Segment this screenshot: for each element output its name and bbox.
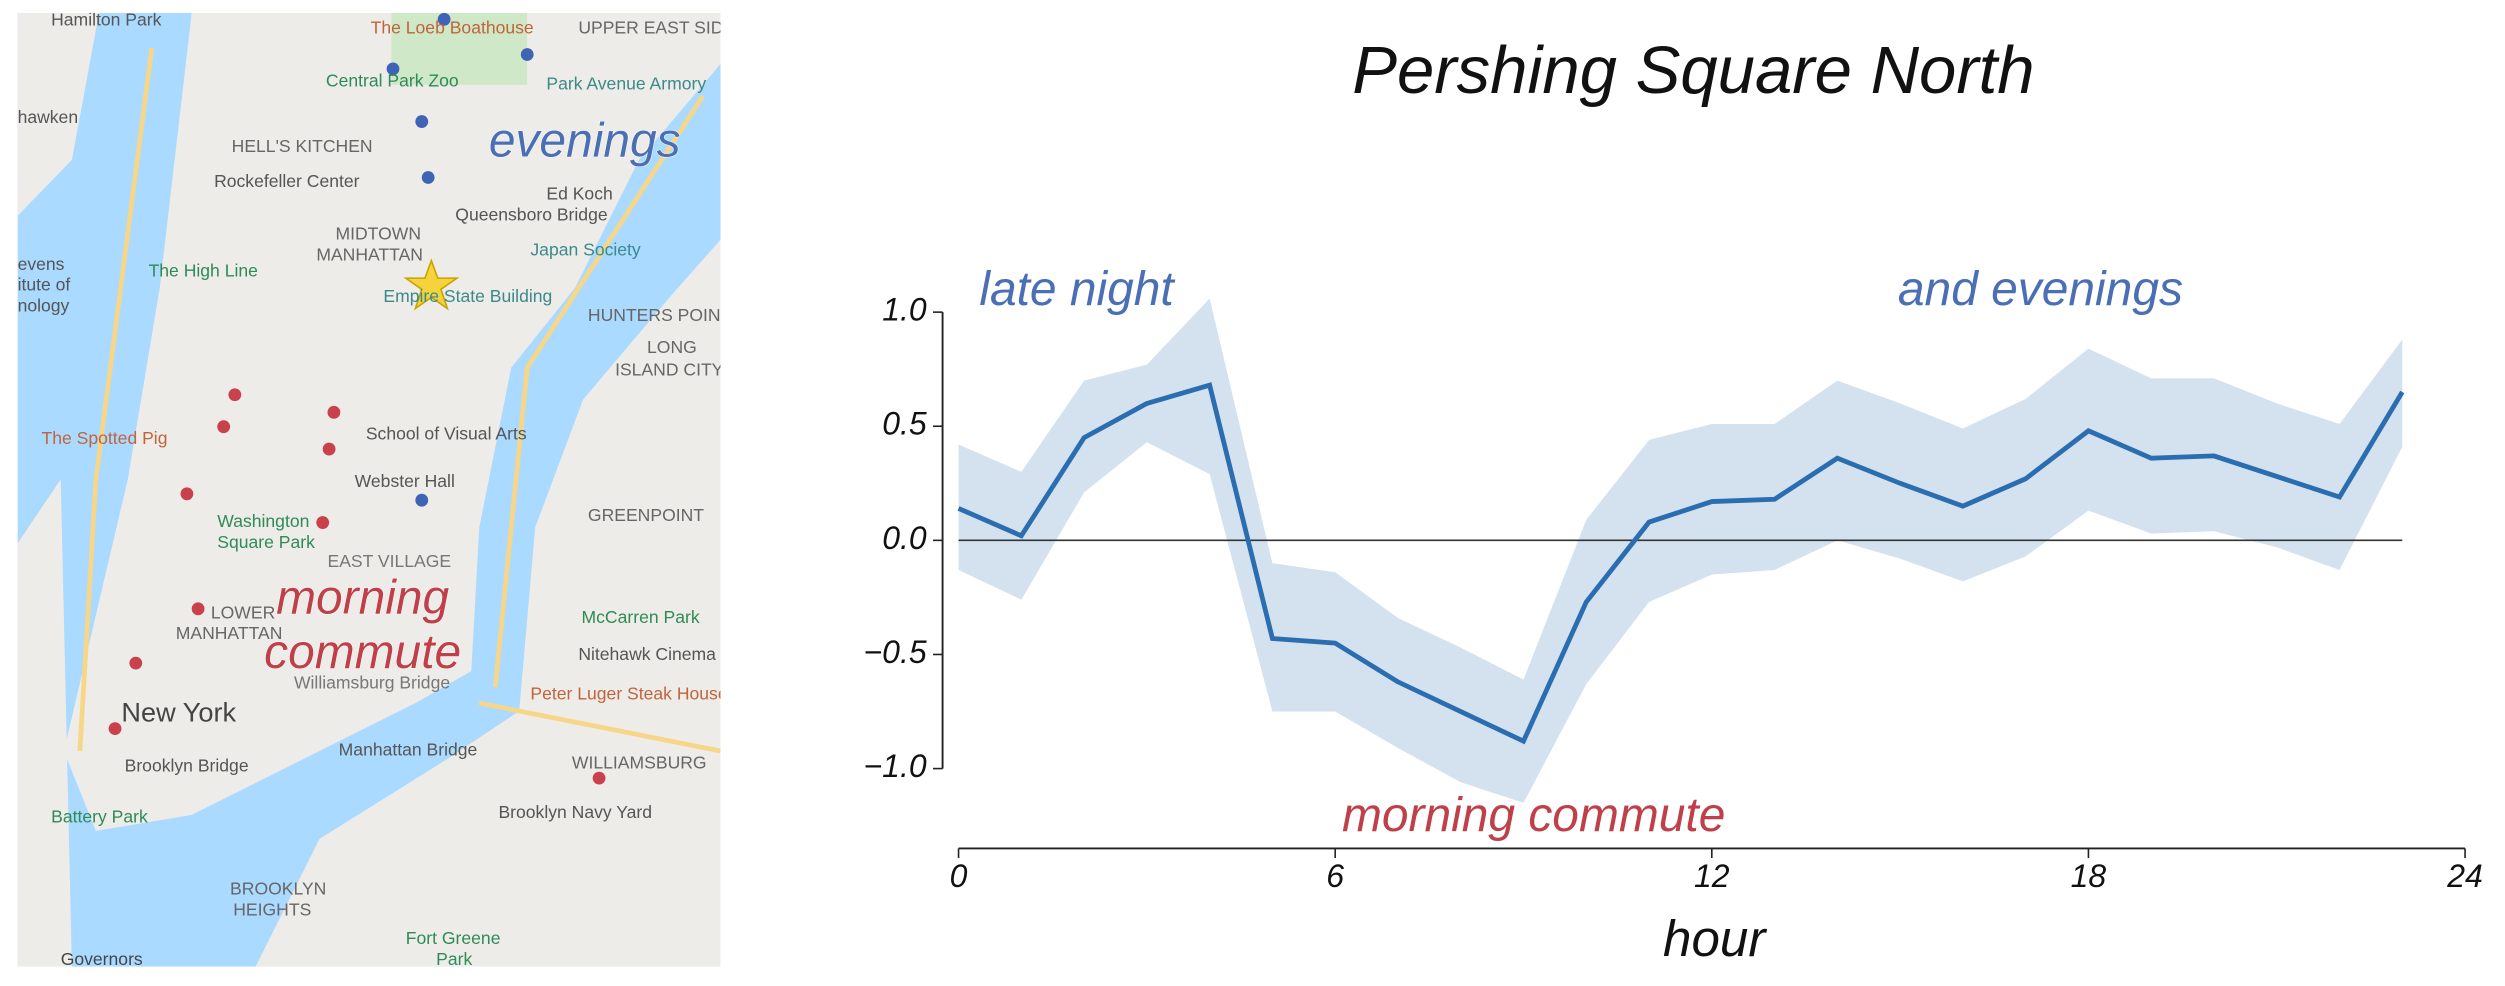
map-label: New York xyxy=(121,696,236,727)
map-label: HUNTERS POINT xyxy=(588,305,732,325)
marker xyxy=(322,442,336,456)
marker xyxy=(217,420,231,434)
road xyxy=(478,700,721,754)
map-label: Nitehawk Cinema xyxy=(578,644,716,664)
annotation: late night xyxy=(979,263,1175,316)
map-label: Park xyxy=(436,949,472,969)
map-label: Square Park xyxy=(217,532,315,552)
map-label: EAST VILLAGE xyxy=(328,551,452,571)
map-label: Empire State Building xyxy=(383,286,552,306)
y-tick-label: 1.0 xyxy=(882,292,927,328)
map-label: ISLAND CITY xyxy=(615,359,724,379)
map-label: MANHATTAN xyxy=(316,244,423,264)
marker xyxy=(316,516,330,529)
x-tick-label: 12 xyxy=(1694,858,1730,894)
map-label: Webster Hall xyxy=(355,471,455,491)
map-label: LOWER xyxy=(211,602,275,622)
marker xyxy=(437,12,451,26)
map-label: Ed Koch xyxy=(546,184,612,204)
line xyxy=(957,382,2405,745)
marker xyxy=(415,493,429,507)
map-label: WILLIAMSBURG xyxy=(572,752,707,772)
map-label: itute of xyxy=(18,275,71,295)
map-label: Peter Luger Steak House xyxy=(530,684,727,704)
star xyxy=(403,258,460,311)
x-tick-label: 6 xyxy=(1326,858,1344,894)
road xyxy=(77,47,155,752)
marker xyxy=(191,602,205,616)
marker xyxy=(386,62,400,76)
chart-area: Pershing Square North hour −1.0 −0.5 0.0 0.… xyxy=(864,33,2483,967)
y-tick-label: −0.5 xyxy=(864,634,927,670)
map-label: Park Avenue Armory xyxy=(546,73,706,93)
map-label: nology xyxy=(18,296,70,316)
map-label: Rockefeller Center xyxy=(214,171,360,191)
land xyxy=(17,12,100,216)
map-label: School of Visual Arts xyxy=(366,423,527,443)
annotation: morning commute xyxy=(1342,789,1725,842)
map: Hamilton Park The Loeb Boathouse UPPER EAS… xyxy=(17,10,735,969)
map-label: Central Park Zoo xyxy=(326,70,459,90)
marker xyxy=(415,115,429,128)
map-label: LONG xyxy=(647,337,697,357)
x-tick-label: 24 xyxy=(2446,858,2483,894)
map-label: Queensboro Bridge xyxy=(455,204,607,224)
map-annotation: morning xyxy=(276,571,449,624)
map-label: UPPER EAST SIDE xyxy=(578,18,735,38)
road xyxy=(492,94,705,688)
land xyxy=(63,12,721,831)
marker xyxy=(129,656,143,670)
map-label: Washington xyxy=(217,511,309,531)
chart-title: Pershing Square North xyxy=(1352,33,2034,108)
x-axis-label: hour xyxy=(1663,910,1767,967)
marker xyxy=(421,171,435,184)
annotation: and evenings xyxy=(1898,263,2183,316)
map-annotation: evenings xyxy=(489,115,681,168)
x-tick-label: 0 xyxy=(950,858,968,894)
map-label: Manhattan Bridge xyxy=(339,740,478,760)
marker xyxy=(520,48,534,61)
map-label: Governors xyxy=(61,949,143,969)
marker xyxy=(327,405,341,419)
map-label: hawken xyxy=(18,107,79,127)
land xyxy=(17,479,72,967)
map-label: Fort Greene xyxy=(406,928,501,948)
map-label: MANHATTAN xyxy=(176,623,283,643)
marker xyxy=(108,722,122,736)
marker xyxy=(228,388,242,402)
map-label: McCarren Park xyxy=(582,607,700,627)
map-label: Brooklyn Bridge xyxy=(125,756,249,776)
map-label: Brooklyn Navy Yard xyxy=(498,802,652,822)
map-label: Williamsburg Bridge xyxy=(294,673,450,693)
map-label: The High Line xyxy=(149,260,258,280)
park xyxy=(391,12,528,85)
map-label: HELL'S KITCHEN xyxy=(232,136,373,156)
map-label: The Loeb Boathouse xyxy=(371,18,534,38)
marker xyxy=(592,771,606,785)
map-label: Hamilton Park xyxy=(51,10,162,30)
map-label: HEIGHTS xyxy=(233,899,311,919)
map-label: The Spotted Pig xyxy=(42,428,168,448)
map-annotation: commute xyxy=(264,626,461,679)
map-label: GREENPOINT xyxy=(588,505,704,525)
map-label: MIDTOWN xyxy=(335,224,421,244)
map-label: Japan Society xyxy=(530,240,641,260)
map-label: evens xyxy=(18,254,65,274)
marker xyxy=(180,487,194,501)
map-label: Battery Park xyxy=(51,807,148,827)
y-tick-label: 0.5 xyxy=(882,406,927,442)
map-label: BROOKLYN xyxy=(230,879,326,899)
confidence-band xyxy=(958,298,2403,803)
x-tick-label: 18 xyxy=(2071,858,2107,894)
y-tick-label: −1.0 xyxy=(864,748,927,784)
y-tick-label: 0.0 xyxy=(882,520,927,556)
land xyxy=(255,151,721,967)
